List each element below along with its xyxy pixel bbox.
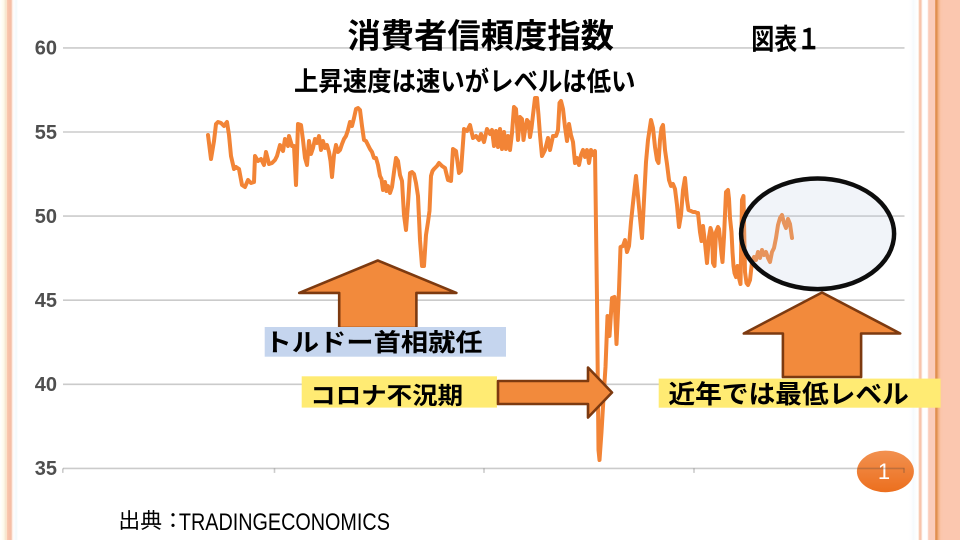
svg-text:60: 60 [35, 38, 57, 60]
svg-text:35: 35 [35, 458, 57, 480]
svg-text:55: 55 [35, 122, 57, 144]
svg-text:45: 45 [35, 290, 57, 312]
svg-text:50: 50 [35, 206, 57, 228]
svg-text:40: 40 [35, 374, 57, 396]
svg-text:1: 1 [878, 459, 890, 484]
svg-text:TRADINGECONOMICS: TRADINGECONOMICS [179, 510, 390, 536]
